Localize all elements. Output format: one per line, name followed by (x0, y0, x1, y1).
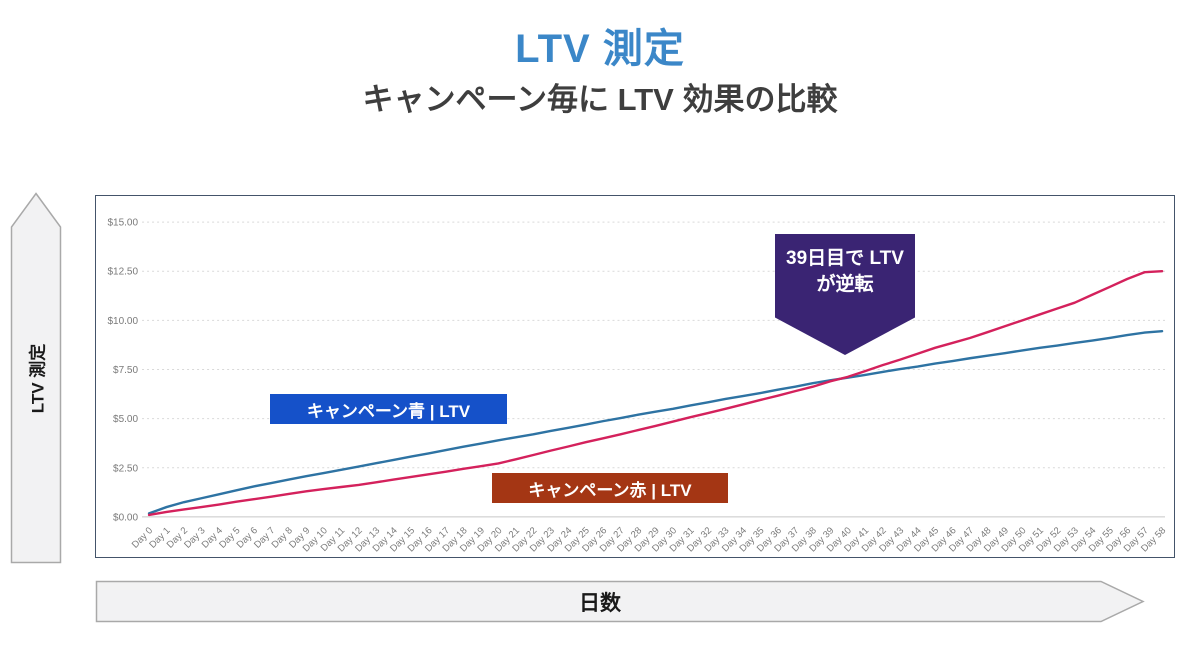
svg-text:$2.50: $2.50 (113, 463, 138, 474)
crossover-callout: 39日目で LTV が逆転 (775, 234, 915, 355)
page-subtitle: キャンペーン毎に LTV 効果の比較 (362, 82, 838, 117)
series-label-blue: キャンペーン青 | LTV (270, 394, 507, 424)
series-label-red: キャンペーン赤 | LTV (492, 473, 728, 503)
svg-text:$15.00: $15.00 (107, 218, 138, 229)
x-axis-arrow-label: 日数 (579, 591, 621, 615)
chart-area: $0.00 $2.50 $5.00 $7.50 $10.00 $12.50 $15.00 Da… (95, 195, 1175, 558)
up-arrow-icon (10, 192, 62, 564)
svg-text:$12.50: $12.50 (107, 267, 138, 278)
page-title: LTV 測定 (515, 27, 685, 71)
right-arrow-icon (95, 580, 1145, 623)
plot-svg: $0.00$2.50$5.00$7.50$10.00$12.50$15.00Da… (107, 218, 1168, 555)
x-axis-arrow (95, 580, 1145, 623)
y-axis-arrow-label: LTV 測定 (28, 343, 48, 413)
svg-text:$0.00: $0.00 (113, 512, 138, 523)
svg-text:$7.50: $7.50 (113, 365, 138, 376)
callout-line1: 39日目で LTV (786, 248, 904, 269)
callout-line2: が逆転 (816, 274, 874, 295)
svg-text:$10.00: $10.00 (107, 316, 138, 327)
svg-text:$5.00: $5.00 (113, 414, 138, 425)
y-axis-arrow (10, 192, 62, 564)
